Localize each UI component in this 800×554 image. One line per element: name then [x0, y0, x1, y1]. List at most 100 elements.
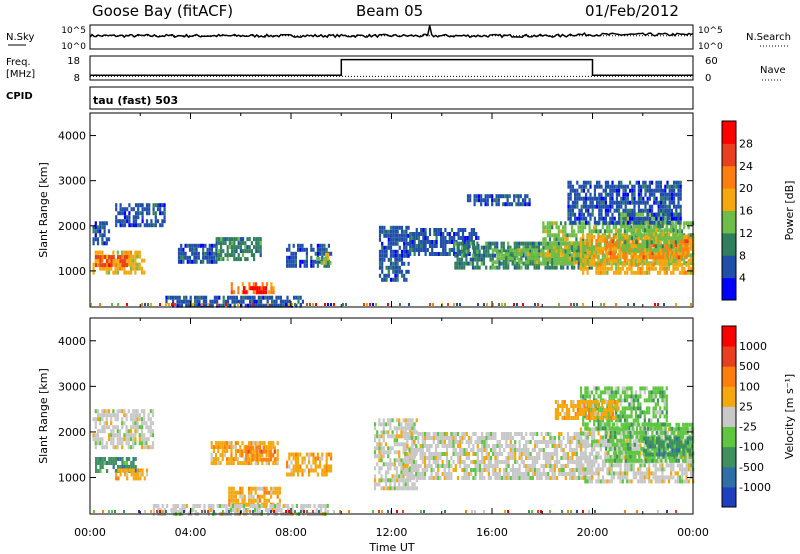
data-cell: [248, 249, 251, 254]
data-cell: [589, 196, 592, 201]
data-cell: [115, 207, 118, 212]
data-cell: [591, 212, 594, 217]
data-cell: [597, 258, 600, 263]
data-cell: [424, 244, 427, 248]
data-cell: [457, 236, 460, 240]
data-cell: [653, 192, 656, 197]
data-cell: [600, 184, 603, 189]
data-cell: [116, 441, 119, 446]
data-cell: [404, 468, 407, 472]
data-cell: [676, 258, 679, 263]
data-cell: [291, 508, 294, 512]
data-cell: [587, 188, 590, 193]
data-cell: [246, 295, 249, 300]
data-cell: [249, 449, 252, 454]
data-cell: [573, 229, 576, 234]
data-cell: [231, 237, 234, 242]
data-cell: [437, 456, 440, 460]
data-cell: [674, 224, 677, 229]
data-cell: [679, 255, 683, 260]
data-cell: [186, 259, 189, 264]
data-cell: [474, 253, 477, 258]
data-cell: [637, 224, 640, 229]
data-cell: [452, 448, 455, 452]
data-cell: [373, 482, 377, 487]
data-cell: [637, 266, 640, 271]
data-cell: [140, 266, 144, 271]
data-cell: [665, 262, 668, 267]
data-cell: [639, 270, 642, 275]
data-cell: [132, 425, 135, 430]
data-cell: [474, 472, 477, 476]
data-cell: [681, 262, 684, 267]
data-cell: [496, 241, 499, 246]
data-cell: [493, 245, 497, 250]
data-cell: [525, 464, 528, 468]
data-cell: [544, 452, 548, 456]
data-cell: [624, 200, 627, 205]
data-cell: [615, 266, 618, 271]
data-cell: [413, 236, 416, 240]
data-cell: [248, 245, 251, 250]
data-cell: [206, 247, 209, 252]
data-cell: [662, 247, 665, 252]
data-cell: [417, 448, 420, 452]
data-cell: [163, 203, 166, 208]
data-cell: [464, 228, 467, 232]
data-cell: [481, 448, 484, 452]
data-cell: [143, 441, 146, 446]
data-cell: [632, 258, 635, 263]
data-cell: [315, 508, 318, 512]
data-cell: [487, 436, 490, 440]
data-cell: [519, 194, 522, 199]
data-cell: [259, 486, 262, 491]
data-cell: [629, 216, 632, 221]
data-cell: [286, 303, 289, 308]
data-cell: [246, 303, 249, 308]
data-cell: [435, 228, 438, 232]
data-cell: [215, 445, 218, 450]
data-cell: [400, 233, 404, 238]
data-cell: [562, 448, 565, 452]
data-cell: [597, 238, 600, 243]
data-cell: [123, 219, 127, 224]
data-cell: [430, 436, 433, 440]
data-cell: [500, 245, 503, 250]
data-cell: [400, 462, 403, 467]
data-cell: [641, 224, 644, 229]
data-cell: [670, 246, 673, 251]
data-cell: [585, 204, 588, 209]
data-cell: [413, 442, 416, 447]
data-cell: [569, 468, 572, 472]
data-cell: [569, 220, 572, 225]
data-cell: [542, 452, 545, 456]
data-cell: [619, 250, 622, 255]
data-cell: [588, 245, 591, 250]
data-cell: [185, 295, 188, 300]
data-cell: [687, 234, 690, 239]
data-cell: [503, 436, 506, 440]
data-cell: [140, 441, 144, 446]
colorbar-swatch: [722, 277, 736, 301]
data-cell: [290, 259, 293, 264]
data-cell: [398, 486, 401, 491]
data-cell: [509, 245, 512, 250]
data-cell: [670, 184, 673, 189]
data-cell: [485, 464, 488, 468]
data-cell: [453, 240, 456, 244]
data-cell: [641, 258, 644, 263]
data-cell: [103, 221, 106, 226]
data-cell: [474, 432, 477, 436]
data-cell: [498, 444, 501, 448]
data-cell: [254, 445, 257, 450]
data-cell: [115, 215, 118, 220]
data-cell: [195, 251, 198, 256]
data-cell: [396, 241, 399, 246]
data-cell: [409, 240, 412, 244]
data-cell: [92, 270, 95, 275]
data-cell: [593, 220, 596, 225]
data-cell: [585, 196, 588, 201]
data-cell: [403, 273, 406, 278]
data-cell: [116, 258, 119, 263]
data-cell: [303, 247, 306, 252]
